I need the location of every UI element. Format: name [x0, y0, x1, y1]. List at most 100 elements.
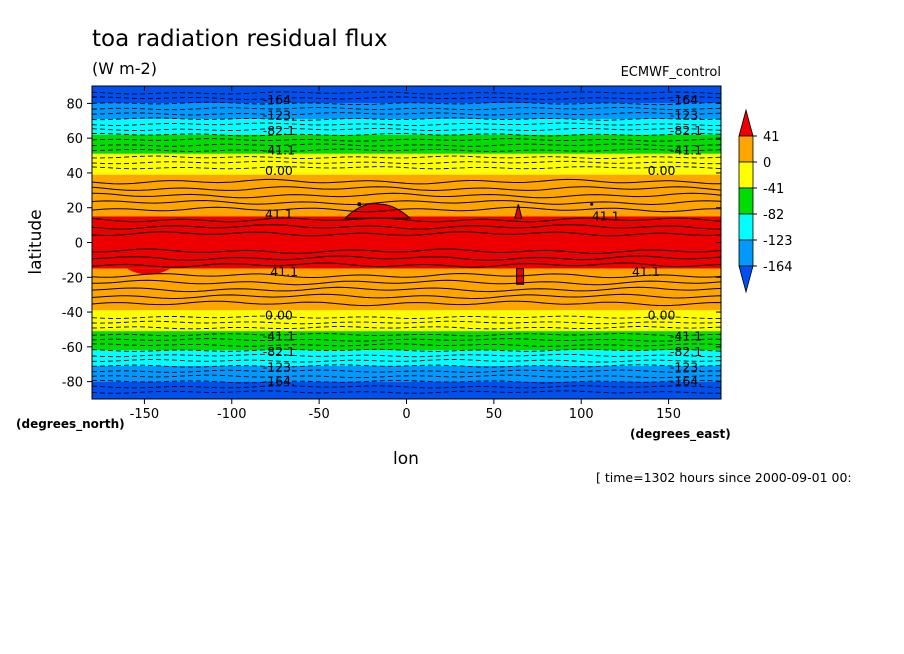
- colorbar: 41 0 -41 -82 -123 -164: [738, 108, 793, 294]
- contour-solid: [92, 231, 721, 237]
- contour-solid: [92, 255, 721, 261]
- contour-label: -82.1: [670, 344, 702, 359]
- band-9: [92, 331, 721, 351]
- y-tick-label: 60: [66, 132, 83, 147]
- colorbar-label: 41: [763, 130, 780, 145]
- contour-label: 0.00: [648, 308, 676, 323]
- y-tick-label: -20: [62, 271, 83, 286]
- band-10: [92, 350, 721, 366]
- contour-label: 0.00: [265, 308, 293, 323]
- x-tick-label: -100: [217, 407, 247, 422]
- contour-label: -41.1: [670, 328, 702, 343]
- contour-dashed: [92, 160, 721, 165]
- contour-solid: [92, 286, 721, 293]
- contour-dashed: [92, 320, 721, 325]
- band-6: [92, 216, 721, 269]
- y-axis-ticks: -80 -60 -40 -20 0 20 40 60 80: [62, 97, 721, 391]
- contour-solid: [92, 300, 721, 307]
- contour-dashed: [92, 91, 721, 95]
- contour-dashed: [92, 117, 721, 121]
- contour-solid: [92, 192, 721, 199]
- band-8: [92, 310, 721, 332]
- y-tick-label: -40: [62, 306, 83, 321]
- x-tick-label: 50: [486, 407, 503, 422]
- contour-dashed: [92, 127, 721, 131]
- x-axis-ticks: -150 -100 -50 0 50 100 150: [130, 86, 681, 422]
- contour-dashed: [92, 96, 721, 100]
- contour-label: -41.1: [263, 142, 295, 157]
- chart-units: (W m-2): [92, 59, 157, 78]
- contour-label: 41.1: [270, 264, 298, 279]
- contour-dashed: [92, 326, 721, 330]
- contour-label: -41.1: [670, 142, 702, 157]
- contour-label: 41.1: [632, 264, 660, 279]
- band-2: [92, 119, 721, 135]
- colorbar-label: 0: [763, 156, 771, 171]
- x-tick-label: 0: [402, 407, 410, 422]
- spike-north: [514, 204, 523, 219]
- x-tick-label: -50: [309, 407, 330, 422]
- dip-south-west: [126, 268, 171, 275]
- y-tick-label: -60: [62, 341, 83, 356]
- contour-dashed: [92, 338, 721, 342]
- plot-area: -164.-123.-82.1-41.10.0041.141.10.00-41.…: [92, 86, 721, 399]
- y-axis-label: latitude: [26, 209, 46, 274]
- contour-dot: [590, 202, 594, 206]
- contour-dashed: [92, 390, 721, 394]
- spike-south: [516, 268, 525, 285]
- colorbar-label: -164: [763, 260, 793, 275]
- footer-time: [ time=1302 hours since 2000-09-01 00:: [596, 470, 852, 485]
- contour-dashed: [92, 107, 721, 111]
- contour-dashed: [92, 315, 721, 319]
- contour-dashed: [92, 122, 721, 126]
- y-unit-label: (degrees_north): [16, 417, 125, 432]
- band-11: [92, 365, 721, 382]
- contour-dashed: [92, 166, 721, 170]
- band-12: [92, 381, 721, 399]
- contour-label: -82.1: [263, 123, 295, 138]
- contour-dashed: [92, 348, 721, 352]
- x-tick-label: 100: [569, 407, 594, 422]
- contour-label: -164.: [670, 374, 702, 389]
- contour-solid: [92, 178, 721, 185]
- contour-label: 41.1: [592, 208, 620, 223]
- contour-solid: [92, 272, 721, 279]
- contour-label: -123.: [263, 108, 295, 123]
- contour-solid: [92, 293, 721, 300]
- contour-label: -164.: [263, 374, 295, 389]
- contour-label: -41.1: [263, 328, 295, 343]
- x-unit-label: (degrees_east): [630, 427, 731, 442]
- contour-label: 0.00: [648, 163, 676, 178]
- colorbar-label: -123: [763, 234, 793, 249]
- contour-label: -123.: [670, 360, 702, 375]
- band-3: [92, 134, 721, 154]
- y-tick-label: 0: [75, 237, 83, 252]
- contour-dashed: [92, 364, 721, 368]
- colorbar-bottom-triangle: [738, 265, 754, 294]
- contour-dashed: [92, 155, 721, 160]
- chart-title: toa radiation residual flux: [92, 26, 388, 52]
- colorbar-segment: [738, 161, 754, 189]
- band-1: [92, 103, 721, 120]
- contour-label: -82.1: [670, 123, 702, 138]
- x-tick-label: 150: [656, 407, 681, 422]
- contour-label: -164.: [263, 92, 295, 107]
- band-4: [92, 153, 721, 175]
- y-tick-label: 20: [66, 202, 83, 217]
- contour-labels: -164.-123.-82.1-41.10.0041.141.10.00-41.…: [263, 92, 702, 389]
- contour-label: -82.1: [263, 344, 295, 359]
- contour-label: -164.: [670, 92, 702, 107]
- contour-solid: [92, 199, 721, 206]
- contour-label: -123.: [263, 360, 295, 375]
- contour-label: -123.: [670, 108, 702, 123]
- colorbar-segment: [738, 187, 754, 215]
- source-label: ECMWF_control: [621, 65, 721, 80]
- contour-lines: [92, 91, 721, 394]
- contour-dashed: [92, 333, 721, 337]
- contour-solid: [92, 186, 721, 192]
- contour-dashed: [92, 369, 721, 373]
- colorbar-label: -41: [763, 182, 784, 197]
- y-tick-label: -80: [62, 376, 83, 391]
- contour-dashed: [92, 143, 721, 147]
